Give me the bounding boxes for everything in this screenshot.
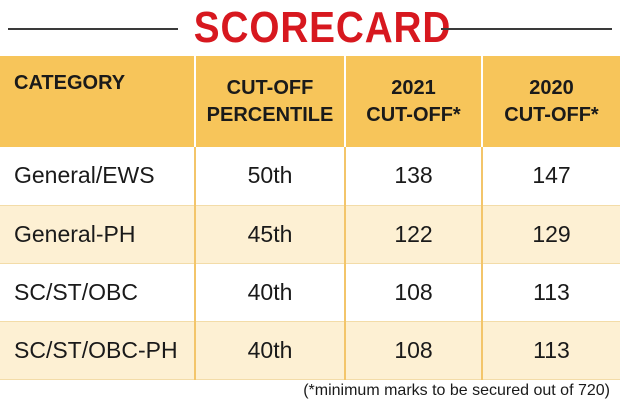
page-title: SCORECARD (193, 3, 452, 52)
table-row: General/EWS 50th 138 147 (0, 147, 620, 205)
cell-category: SC/ST/OBC (0, 263, 196, 321)
cell-cutoff-2021: 138 (345, 147, 483, 205)
header-category: CATEGORY (0, 56, 196, 147)
header-percentile-line2: PERCENTILE (206, 103, 334, 126)
cell-percentile: 45th (195, 205, 346, 263)
table-row: SC/ST/OBC 40th 108 113 (0, 263, 620, 321)
header-percentile-line1: CUT-OFF (226, 76, 314, 99)
cell-cutoff-2020: 113 (533, 336, 570, 363)
title-rule-right (441, 28, 612, 30)
cell-category: General/EWS (0, 147, 196, 205)
title-banner: SCORECARD (0, 3, 620, 56)
header-percentile: CUT-OFF PERCENTILE (195, 56, 346, 147)
header-2021: 2021 CUT-OFF* (345, 56, 483, 147)
cell-cutoff-2021: 122 (345, 205, 483, 263)
cell-percentile: 50th (195, 147, 346, 205)
cell-cutoff-2021: 108 (345, 263, 483, 321)
header-category-label: CATEGORY (14, 72, 126, 94)
scorecard-table: CATEGORY CUT-OFF PERCENTILE 2021 CUT-OFF… (0, 56, 620, 380)
cell-category: General-PH (0, 205, 196, 263)
header-2020-line2: CUT-OFF* (504, 103, 599, 126)
header-2021-line2: CUT-OFF* (366, 103, 461, 126)
table-body: General/EWS 50th 138 147 General-PH 45th… (0, 147, 620, 379)
header-2020: 2020 CUT-OFF* (482, 56, 620, 147)
cell-cutoff-2020: 113 (533, 278, 570, 305)
table-row: General-PH 45th 122 129 (0, 205, 620, 263)
header-2020-line1: 2020 (529, 76, 574, 99)
header-row: CATEGORY CUT-OFF PERCENTILE 2021 CUT-OFF… (0, 56, 620, 147)
cell-percentile: 40th (195, 321, 346, 379)
cell-cutoff-2020: 147 (532, 162, 571, 189)
table-row: SC/ST/OBC-PH 40th 108 113 (0, 321, 620, 379)
table-header: CATEGORY CUT-OFF PERCENTILE 2021 CUT-OFF… (0, 56, 620, 147)
header-2021-line1: 2021 (391, 76, 436, 99)
cell-cutoff-2021: 108 (345, 321, 483, 379)
footnote: (*minimum marks to be secured out of 720… (303, 382, 610, 399)
cell-percentile: 40th (195, 263, 346, 321)
cell-category: SC/ST/OBC-PH (0, 321, 196, 379)
cell-cutoff-2020: 129 (532, 220, 571, 247)
title-rule-left (8, 28, 178, 30)
